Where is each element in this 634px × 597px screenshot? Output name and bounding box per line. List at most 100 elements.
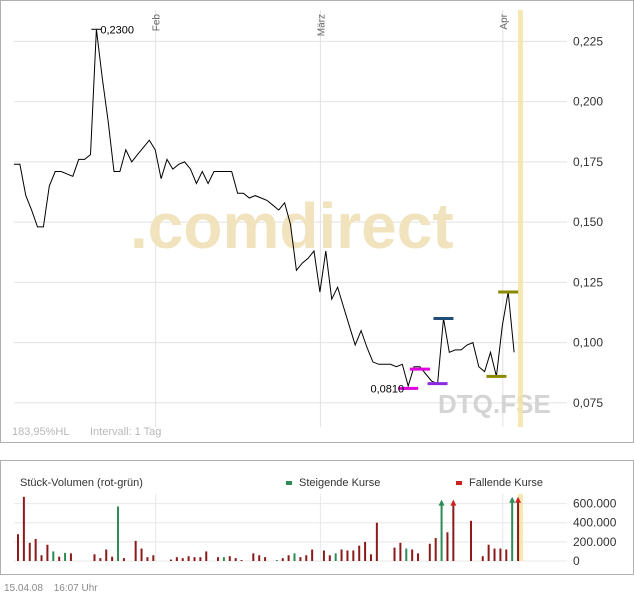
volume-bar [93,554,96,561]
volume-bar [311,549,314,561]
volume-bar [152,555,155,561]
volume-bar [340,549,343,561]
y-tick-label: 0,150 [573,215,603,229]
volume-bar [287,555,290,561]
volume-bar [199,557,202,561]
x-tick-label: März [316,14,327,36]
interval-label: Intervall: 1 Tag [90,426,161,438]
footer-date: 15.04.08 [4,583,43,594]
volume-bar [393,547,396,561]
volume-bar [146,557,149,561]
volume-bar [493,548,496,561]
marker-group [398,290,519,390]
volume-bar [169,559,172,561]
volume-bar [352,550,355,561]
volume-bar [346,550,349,561]
y-axis-tick-labels: 0,075 0,100 0,125 0,150 0,175 0,200 0,225 [573,34,603,410]
volume-bar [264,557,267,561]
volume-y-tick-labels: 0 200.000 400.000 600.000 [573,497,617,568]
volume-bar [428,543,431,561]
volume-chart: Stück-Volumen (rot-grün) Steigende Kurse… [0,460,634,575]
high-annotation: 0,2300 [100,24,134,36]
volume-bar [17,534,19,561]
x-tick-label: Feb [152,14,163,32]
volume-bar [228,556,231,561]
volume-bar [105,549,108,561]
symbol-watermark: DTQ.FSE [438,389,551,419]
y-tick-label: 0,200 [573,95,603,109]
volume-bar [434,538,437,561]
volume-bar [275,560,278,561]
volume-bar [440,501,443,561]
annotation-group: 0,2300 0,0810 [91,24,404,395]
y-tick-label: 0,125 [573,275,603,289]
y-tick-label: 0,175 [573,155,603,169]
footer-time: 16:07 Uhr [53,583,98,594]
volume-bar [505,549,508,561]
volume-bar [375,522,378,561]
volume-bar [487,544,490,561]
volume-bar [469,520,472,561]
watermark: .comdirect [130,190,454,262]
volume-bar [328,555,331,561]
volume-bar [281,558,284,561]
volume-bar [193,557,196,561]
volume-bar [399,542,402,561]
legend-up-label: Steigende Kurse [299,477,380,489]
volume-bar [322,550,325,561]
volume-title: Stück-Volumen (rot-grün) [20,477,143,489]
volume-bar [46,544,49,561]
volume-bar [299,557,302,561]
volume-bar [140,548,143,561]
volume-bar [417,553,420,561]
price-series [14,29,515,388]
volume-bar [217,557,220,561]
footer: 15.04.08 16:07 Uhr [4,583,106,594]
volume-bar [405,548,408,561]
legend-swatch-down [456,481,462,485]
volume-bar [58,556,61,561]
volume-bar [117,506,120,561]
volume-bar [293,553,296,561]
legend-down-label: Fallende Kurse [469,477,543,489]
volume-bar [28,542,31,561]
volume-bar [205,551,208,561]
volume-bar [499,548,502,561]
volume-bar [34,538,37,561]
volume-bar [358,545,361,561]
legend-swatch-up [286,481,292,485]
x-axis-labels: Feb März Apr [152,13,510,36]
volume-arrow [515,496,522,503]
volume-bar [134,540,137,561]
volume-bar [517,498,520,561]
low-annotation: 0,0810 [371,383,405,395]
volume-bar [187,556,190,561]
volume-arrow [450,499,457,506]
volume-bar [511,498,514,561]
x-tick-label: Apr [499,13,510,29]
y-tick-label: 0,100 [573,336,603,350]
current-day-highlight [517,10,523,427]
volume-y-tick-label: 600.000 [573,497,617,511]
volume-bar [64,552,67,561]
volume-arrow [438,499,445,506]
volume-bar [222,557,225,561]
price-grid [14,10,567,427]
volume-current-highlight [517,494,523,561]
price-line [14,29,515,388]
volume-bar [22,496,25,561]
volume-bar [52,551,55,561]
volume-bar [364,541,367,561]
range-label: 183,95%HL [12,426,70,438]
volume-bar [69,553,72,561]
volume-arrow [509,496,516,503]
y-tick-label: 0,225 [573,34,603,48]
volume-bar [99,558,102,561]
volume-bar [481,556,484,561]
price-chart-frame [0,0,634,443]
volume-bar [334,553,337,561]
volume-bar [258,555,261,561]
volume-bar [40,555,43,561]
volume-bar [411,549,414,561]
volume-bar [252,553,255,561]
